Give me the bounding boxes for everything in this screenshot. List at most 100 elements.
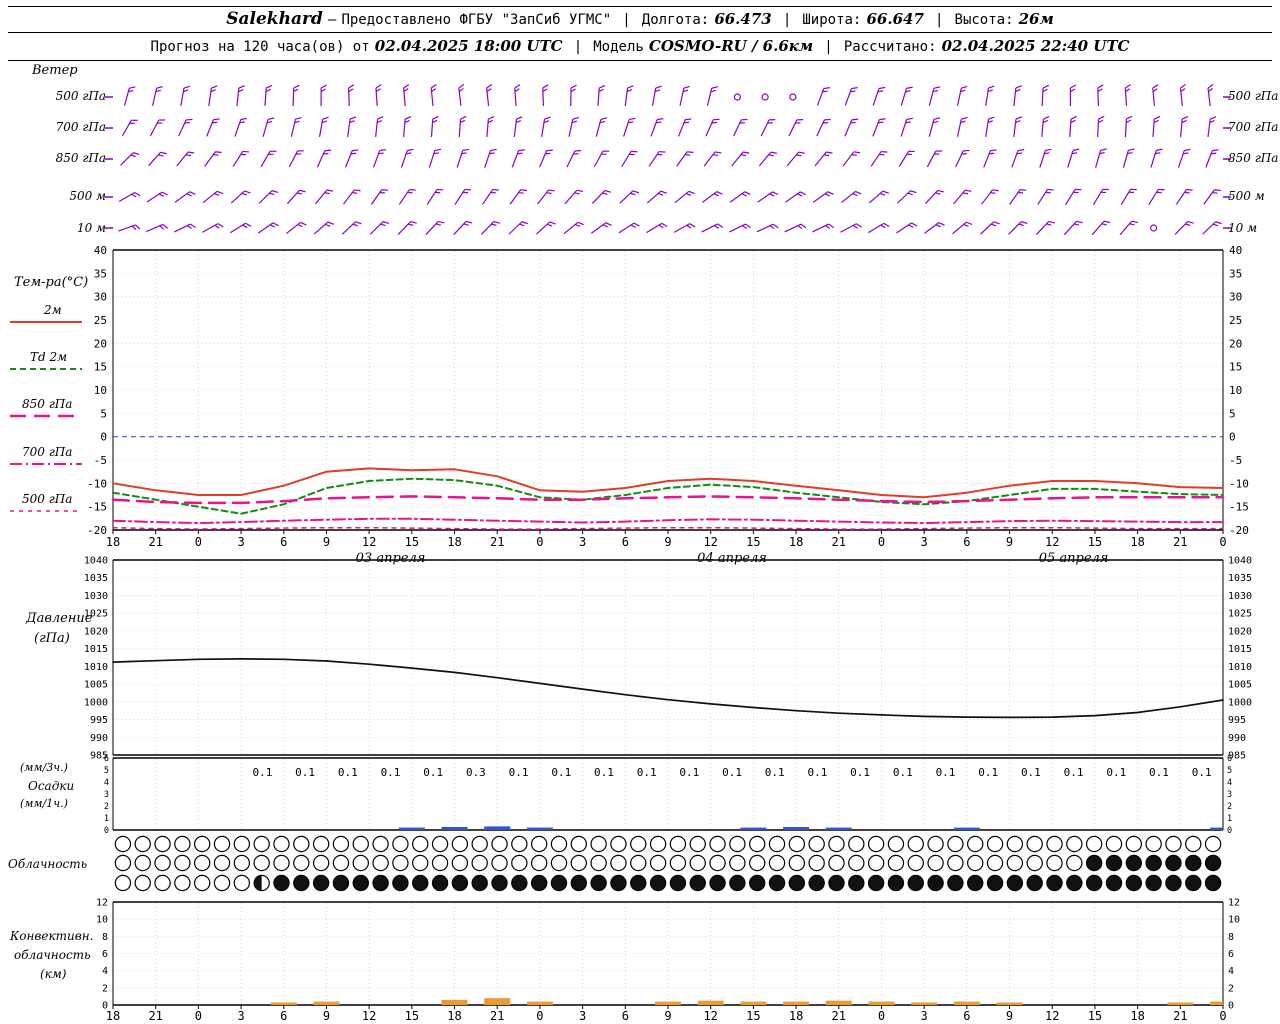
svg-text:1030: 1030 xyxy=(84,591,108,602)
latitude-value: 66.647 xyxy=(866,10,924,28)
svg-text:1025: 1025 xyxy=(84,609,108,620)
svg-text:3: 3 xyxy=(921,535,928,549)
svg-text:0.1: 0.1 xyxy=(252,766,272,779)
svg-text:3: 3 xyxy=(1227,790,1232,800)
svg-text:10: 10 xyxy=(94,384,107,397)
header-line-1: Salekhard — Предоставлено ФГБУ "ЗапСиб У… xyxy=(8,9,1272,29)
svg-text:0.3: 0.3 xyxy=(466,766,486,779)
wind-barbs-row-4 xyxy=(105,188,1231,206)
svg-text:0.1: 0.1 xyxy=(722,766,742,779)
svg-text:21: 21 xyxy=(832,535,846,549)
wind-level-850hpa-right: 850 гПа xyxy=(1228,151,1279,165)
legend-line-td2m xyxy=(10,368,82,370)
svg-text:9: 9 xyxy=(323,535,330,549)
svg-text:10: 10 xyxy=(1229,384,1242,397)
svg-text:-20: -20 xyxy=(87,524,107,537)
header-separator: | xyxy=(782,12,792,28)
svg-text:15: 15 xyxy=(1088,1009,1102,1023)
svg-text:0.1: 0.1 xyxy=(551,766,571,779)
svg-text:5: 5 xyxy=(100,407,107,420)
svg-text:0.1: 0.1 xyxy=(765,766,785,779)
svg-text:0.1: 0.1 xyxy=(1106,766,1126,779)
model-label: Модель xyxy=(593,39,644,55)
svg-text:21: 21 xyxy=(490,535,504,549)
svg-text:0.1: 0.1 xyxy=(423,766,443,779)
svg-text:3: 3 xyxy=(237,535,244,549)
svg-text:0.1: 0.1 xyxy=(594,766,614,779)
svg-text:0.1: 0.1 xyxy=(978,766,998,779)
svg-text:35: 35 xyxy=(94,267,107,280)
svg-text:18: 18 xyxy=(447,535,461,549)
temp-series-4 xyxy=(112,517,1224,524)
svg-text:4: 4 xyxy=(104,778,109,788)
svg-text:990: 990 xyxy=(90,733,108,744)
svg-text:0.1: 0.1 xyxy=(679,766,699,779)
wind-barbs-row-5 xyxy=(105,220,1231,236)
temperature-panel: 40 40 35 35 30 30 25 25 20 20 15 15 10 10 5 5 0 0 -5 -5 -10 -… xyxy=(87,244,1249,537)
header-separator: | xyxy=(573,39,583,55)
svg-text:35: 35 xyxy=(1229,267,1242,280)
svg-text:21: 21 xyxy=(148,535,162,549)
legend-label-500hpa: 500 гПа xyxy=(22,492,73,506)
altitude-label: Высота: xyxy=(954,12,1014,28)
svg-text:0.1: 0.1 xyxy=(509,766,529,779)
svg-text:1035: 1035 xyxy=(1228,573,1252,584)
svg-text:1040: 1040 xyxy=(1228,556,1252,567)
svg-text:6: 6 xyxy=(1227,754,1232,764)
svg-text:1030: 1030 xyxy=(1228,591,1252,602)
svg-text:0.1: 0.1 xyxy=(850,766,870,779)
svg-text:5: 5 xyxy=(104,766,109,776)
svg-text:1020: 1020 xyxy=(1228,626,1252,637)
wind-level-700hpa-right: 700 гПа xyxy=(1228,120,1279,134)
legend-line-500hpa xyxy=(10,510,82,512)
calc-label: Рассчитано: xyxy=(843,39,937,55)
svg-text:1: 1 xyxy=(1227,814,1232,824)
svg-text:21: 21 xyxy=(1173,1009,1187,1023)
pressure-panel-title: Давление xyxy=(26,611,93,626)
svg-text:15: 15 xyxy=(1088,535,1102,549)
svg-text:0.1: 0.1 xyxy=(1021,766,1041,779)
wind-barbs-row-1 xyxy=(105,83,1231,107)
svg-text:-5: -5 xyxy=(1229,454,1242,467)
svg-text:20: 20 xyxy=(94,337,107,350)
svg-text:9: 9 xyxy=(664,535,671,549)
svg-text:12: 12 xyxy=(1045,1009,1059,1023)
svg-text:2: 2 xyxy=(1228,983,1234,994)
svg-text:0.1: 0.1 xyxy=(1149,766,1169,779)
forecast-label: Прогноз на 120 часа(ов) от xyxy=(150,39,370,55)
cloud-row-3 xyxy=(114,874,1222,892)
svg-text:0: 0 xyxy=(195,1009,202,1023)
wind-level-700hpa-left: 700 гПа xyxy=(55,120,106,134)
svg-text:1010: 1010 xyxy=(1228,662,1252,673)
svg-text:18: 18 xyxy=(1130,1009,1144,1023)
longitude-label: Долгота: xyxy=(641,12,710,28)
svg-text:04 апреля: 04 апреля xyxy=(697,551,767,566)
svg-text:2: 2 xyxy=(102,983,108,994)
svg-text:0: 0 xyxy=(195,535,202,549)
svg-text:1025: 1025 xyxy=(1228,609,1252,620)
svg-text:0: 0 xyxy=(536,535,543,549)
svg-text:6: 6 xyxy=(280,535,287,549)
precip-bars xyxy=(398,826,1223,830)
convective-panel: 12 12 10 10 8 8 6 6 4 4 2 2 0 0 xyxy=(96,898,1240,1012)
svg-text:12: 12 xyxy=(1045,535,1059,549)
svg-text:6: 6 xyxy=(280,1009,287,1023)
svg-text:6: 6 xyxy=(102,949,108,960)
svg-text:30: 30 xyxy=(1229,291,1242,304)
svg-text:12: 12 xyxy=(1228,898,1240,909)
wind-level-10m-right: 10 м xyxy=(1228,221,1258,235)
wind-level-500hpa-left: 500 гПа xyxy=(55,89,106,103)
svg-text:15: 15 xyxy=(1229,361,1242,374)
latitude-label: Широта: xyxy=(802,12,862,28)
svg-text:0: 0 xyxy=(100,431,107,444)
wind-level-10m-left: 10 м xyxy=(76,221,106,235)
convective-title-1: Конвективн. xyxy=(10,929,94,943)
pressure-panel: 1040 1040 1035 1035 1030 1030 1025 1025 1020 1020… xyxy=(84,556,1252,762)
convective-bars xyxy=(270,998,1223,1005)
svg-text:0.1: 0.1 xyxy=(936,766,956,779)
svg-text:9: 9 xyxy=(1006,1009,1013,1023)
svg-text:40: 40 xyxy=(94,244,107,257)
svg-text:9: 9 xyxy=(323,1009,330,1023)
svg-text:6: 6 xyxy=(1228,949,1234,960)
